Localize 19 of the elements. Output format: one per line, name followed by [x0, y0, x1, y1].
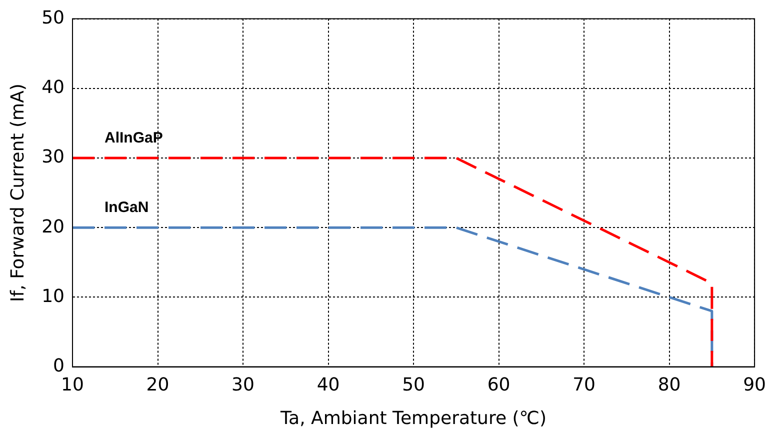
y-tick-label: 0 [53, 355, 65, 376]
y-tick-label: 50 [42, 7, 65, 28]
y-tick-label: 40 [42, 77, 65, 98]
x-axis-title: Ta, Ambiant Temperature (℃) [280, 408, 547, 429]
y-tick-label: 30 [42, 146, 65, 168]
x-tick-label: 40 [316, 374, 340, 396]
x-tick-label: 70 [572, 374, 596, 396]
y-tick-label: 20 [42, 216, 65, 238]
x-tick-label: 50 [402, 374, 425, 396]
x-tick-label: 60 [487, 374, 510, 396]
x-tick-label: 80 [658, 374, 681, 396]
y-axis-title: If, Forward Current (mA) [7, 84, 28, 302]
series-label: AlInGaP [104, 130, 163, 147]
y-tick-label: 10 [42, 286, 65, 307]
x-tick-label: 30 [232, 374, 254, 396]
series-label: InGaN [104, 199, 149, 216]
x-tick-label: 90 [743, 374, 766, 396]
x-tick-label: 20 [146, 374, 170, 396]
x-tick-label: 10 [61, 374, 84, 396]
